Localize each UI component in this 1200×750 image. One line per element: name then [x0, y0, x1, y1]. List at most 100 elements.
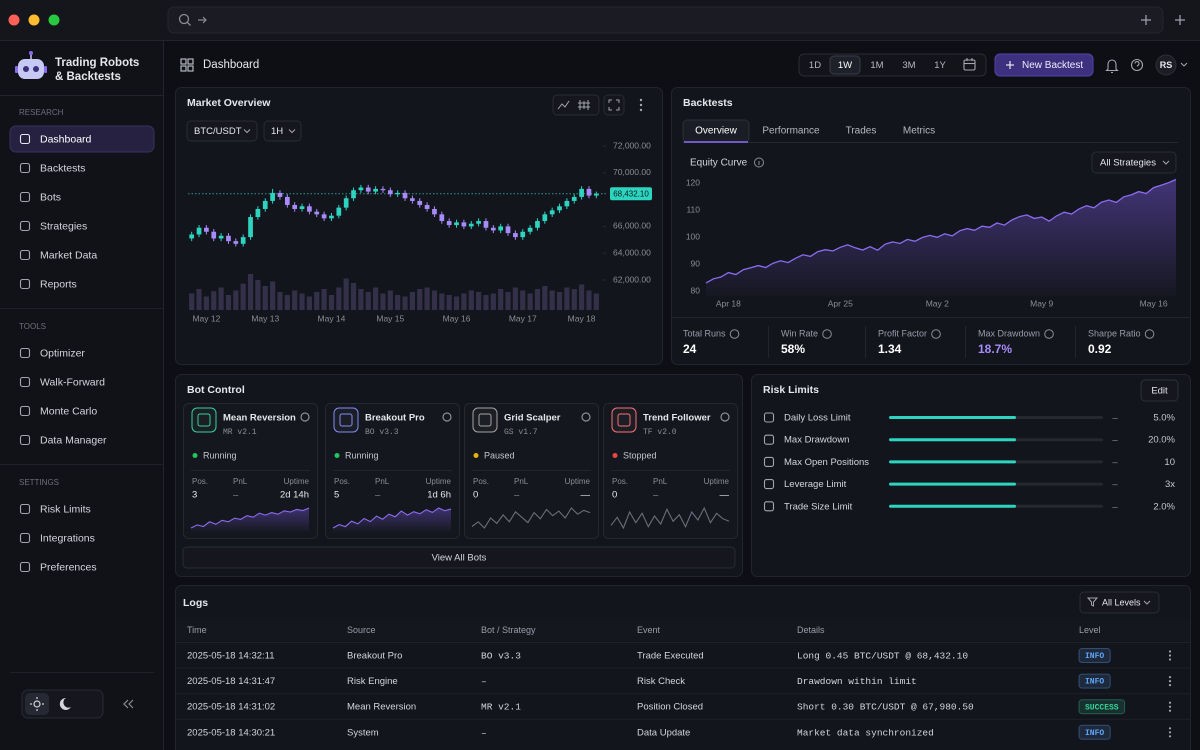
row-menu-button[interactable] [1168, 654, 1172, 657]
bot-settings-button[interactable] [442, 412, 452, 422]
bot-settings-button[interactable] [581, 412, 591, 422]
row-menu-button[interactable] [1168, 701, 1172, 704]
nav-label[interactable]: Strategies [40, 220, 87, 232]
help-button[interactable] [1130, 58, 1144, 72]
light-theme-button[interactable] [25, 693, 49, 715]
more-button[interactable] [639, 103, 643, 107]
row-menu-button[interactable] [1168, 735, 1172, 738]
row-menu-button[interactable] [1168, 731, 1172, 734]
new-backtest-button[interactable] [994, 53, 1094, 77]
minimize-button[interactable] [28, 14, 40, 26]
interval-dropdown[interactable] [263, 120, 302, 142]
collapse-sidebar-button[interactable] [123, 699, 134, 709]
info-icon[interactable] [754, 157, 764, 168]
close-button[interactable] [8, 14, 20, 26]
nav-label[interactable]: Risk Limits [40, 503, 91, 515]
add-button[interactable] [1175, 15, 1185, 25]
tab-label[interactable]: Performance [762, 126, 820, 137]
row-menu-button[interactable] [1168, 727, 1172, 730]
bot-settings-button[interactable] [300, 412, 310, 422]
view-all-bots-button[interactable] [182, 546, 736, 569]
nav-label[interactable]: Preferences [40, 561, 97, 573]
dark-theme-button[interactable] [59, 697, 71, 710]
nav-label[interactable]: Monte Carlo [40, 405, 97, 417]
collapse-sidebar-button[interactable] [128, 699, 134, 709]
dropdown-chevron[interactable] [243, 129, 251, 134]
fullscreen-button[interactable] [603, 94, 625, 116]
tab-label[interactable]: Overview [695, 126, 737, 137]
dropdown-chevron[interactable] [288, 129, 296, 134]
go-arrow[interactable] [202, 16, 207, 24]
app-logo [18, 59, 44, 79]
range-button[interactable] [829, 55, 861, 75]
pair-value[interactable]: BTC/USDT [194, 126, 242, 137]
avatar-menu-chevron[interactable] [1180, 62, 1188, 67]
nav-label[interactable]: Reports [40, 278, 77, 290]
info-icon[interactable] [1044, 329, 1054, 339]
info-icon[interactable] [1144, 329, 1155, 339]
strategy-filter-value[interactable]: All Strategies [1100, 158, 1156, 169]
candle-body [535, 221, 540, 228]
strategy-filter[interactable] [1091, 151, 1177, 174]
line-chart-button[interactable] [557, 100, 570, 110]
info-icon[interactable] [822, 329, 832, 339]
nav-label[interactable]: Integrations [40, 532, 95, 544]
help-button[interactable] [1130, 58, 1144, 72]
notifications-button[interactable] [1105, 59, 1119, 74]
view-all-bots-label[interactable]: View All Bots [432, 553, 487, 564]
interval-value[interactable]: 1H [271, 126, 283, 137]
nav-label[interactable]: Dashboard [40, 133, 92, 145]
tab-label[interactable]: Metrics [903, 126, 935, 137]
avatar[interactable] [1155, 54, 1177, 76]
candle-chart-button[interactable] [578, 100, 590, 110]
calendar-button[interactable] [963, 59, 976, 71]
pair-dropdown[interactable] [186, 120, 258, 142]
row-menu-button[interactable] [1168, 684, 1172, 687]
nav-label[interactable]: Market Data [40, 249, 97, 261]
level-filter-value[interactable]: All Levels [1102, 597, 1141, 607]
more-button[interactable] [639, 98, 643, 102]
new-backtest-label[interactable]: New Backtest [1022, 60, 1083, 71]
dropdown-chevron[interactable] [1162, 160, 1170, 165]
go-arrow[interactable] [198, 16, 207, 24]
row-menu-button[interactable] [1168, 680, 1172, 683]
dropdown-chevron[interactable] [1143, 600, 1151, 605]
range-button-label[interactable]: 3M [902, 60, 915, 71]
row-menu-button[interactable] [1168, 650, 1172, 653]
range-button-label[interactable]: 1M [870, 60, 883, 71]
row-menu-button[interactable] [1168, 676, 1172, 679]
more-button[interactable] [639, 98, 643, 112]
range-button-label[interactable]: 1Y [934, 60, 946, 71]
notifications-button[interactable] [1105, 59, 1119, 72]
candle-body [468, 223, 474, 227]
stat-value: 24 [683, 342, 697, 356]
nav-label[interactable]: Optimizer [40, 347, 85, 359]
nav-item[interactable] [9, 125, 155, 153]
edit-button[interactable] [1140, 379, 1179, 402]
avatar-initials[interactable]: RS [1160, 60, 1173, 70]
nav-label[interactable]: Walk-Forward [40, 376, 105, 388]
info-icon[interactable] [931, 329, 941, 339]
row-menu-button[interactable] [1168, 658, 1172, 661]
edit-label[interactable]: Edit [1151, 386, 1168, 397]
level-filter[interactable] [1079, 591, 1160, 614]
row-menu-button[interactable] [1168, 709, 1172, 712]
row-menu-button[interactable] [1168, 705, 1172, 708]
info-icon[interactable] [729, 329, 740, 339]
info-icon[interactable] [754, 157, 764, 168]
nav-label[interactable]: Backtests [40, 162, 86, 174]
help-button[interactable] [1134, 61, 1140, 67]
tab-label[interactable]: Trades [846, 126, 877, 137]
collapse-sidebar-button[interactable] [123, 699, 129, 709]
calendar-button[interactable] [963, 58, 976, 71]
nav-label[interactable]: Data Manager [40, 434, 107, 446]
more-button[interactable] [639, 108, 643, 112]
new-tab-button[interactable] [1141, 15, 1151, 25]
range-button-label[interactable]: 1W [838, 60, 852, 71]
bot-settings-button[interactable] [720, 412, 730, 422]
range-button-label[interactable]: 1D [809, 60, 821, 71]
risk-icon [763, 501, 775, 512]
zoom-button[interactable] [48, 14, 60, 26]
nav-label[interactable]: Bots [40, 191, 61, 203]
search-box[interactable] [167, 6, 1164, 34]
